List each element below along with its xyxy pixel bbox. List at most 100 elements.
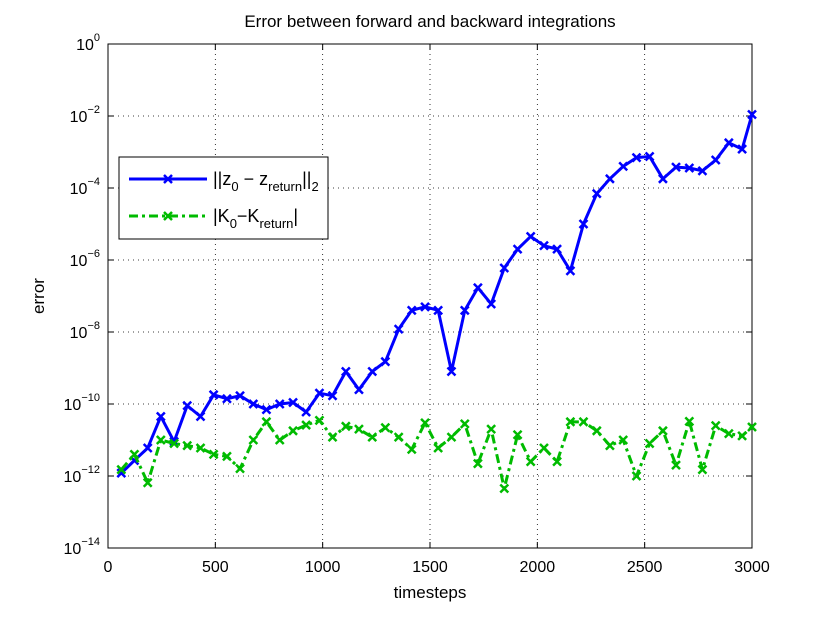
data-point-marker <box>116 464 127 475</box>
y-tick-label: 10−14 <box>64 536 100 558</box>
legend-label-part: return <box>268 179 302 194</box>
y-tick-exponent: −8 <box>87 320 100 332</box>
y-tick-exponent: −10 <box>81 392 100 404</box>
data-point-marker <box>472 458 483 469</box>
y-tick-base: 10 <box>76 37 94 54</box>
series-layer <box>116 109 757 494</box>
data-point-marker <box>697 464 708 475</box>
data-point-marker <box>327 432 338 443</box>
data-point-marker <box>420 417 430 428</box>
y-tick-exponent: −4 <box>87 176 100 188</box>
data-point-marker <box>182 400 193 411</box>
axis-ticks: 0 500 1000 1500 2000 2500 300010010−210−410−61… <box>64 32 770 576</box>
legend-label-part: −K <box>237 206 260 226</box>
data-point-marker <box>367 366 378 377</box>
y-tick-base: 10 <box>70 181 88 198</box>
data-point-marker <box>618 161 629 172</box>
data-point-marker <box>288 397 298 408</box>
data-point-marker <box>354 384 364 395</box>
data-point-marker <box>235 463 245 474</box>
data-point-marker <box>155 435 166 445</box>
legend-label: ||z0 − zreturn||2 <box>213 169 319 194</box>
y-tick-label: 10−2 <box>70 104 100 126</box>
data-point-marker <box>644 438 655 449</box>
data-point-marker <box>631 471 642 481</box>
data-point-marker <box>512 244 523 255</box>
data-point-marker <box>380 356 391 367</box>
x-tick-label: 1500 <box>412 559 448 576</box>
legend-box <box>118 156 329 240</box>
grid <box>108 44 752 548</box>
y-tick-base: 10 <box>70 325 88 342</box>
data-point-marker <box>195 443 206 453</box>
data-point-marker <box>340 421 351 432</box>
legend-label-part: || <box>302 169 311 189</box>
y-tick-base: 10 <box>64 397 82 414</box>
data-point-marker <box>644 151 655 162</box>
data-point-marker <box>723 137 734 148</box>
y-axis-label: error <box>29 278 48 314</box>
x-tick-label: 3000 <box>734 559 770 576</box>
y-tick-label: 10−4 <box>70 176 100 198</box>
data-point-marker <box>314 388 325 399</box>
data-point-marker <box>446 366 457 377</box>
data-point-marker <box>472 282 483 293</box>
y-tick-label: 10−8 <box>70 320 100 342</box>
x-tick-label: 2000 <box>520 559 556 576</box>
data-point-marker <box>222 451 232 462</box>
data-point-marker <box>393 324 404 335</box>
data-point-marker <box>459 419 470 429</box>
y-tick-exponent: −12 <box>81 464 100 476</box>
legend-label-part: ||z <box>213 169 231 189</box>
y-tick-base: 10 <box>70 109 88 126</box>
legend-marker <box>163 174 173 184</box>
data-point-marker <box>208 389 219 400</box>
data-point-marker <box>658 425 668 436</box>
data-point-marker <box>737 144 748 155</box>
data-point-marker <box>142 443 153 453</box>
data-point-marker <box>605 173 615 184</box>
data-point-marker <box>248 399 259 409</box>
legend: ||z0 − zreturn||2 |K0−Kreturn| <box>118 156 329 240</box>
data-point-marker <box>248 435 259 445</box>
y-tick-exponent: −6 <box>87 248 100 260</box>
data-point-marker <box>552 244 562 255</box>
data-point-marker <box>116 468 127 479</box>
data-point-marker <box>737 431 748 441</box>
legend-label-part: return <box>259 216 293 231</box>
data-point-marker <box>618 435 629 445</box>
data-point-marker <box>261 404 272 415</box>
y-tick-label: 10−10 <box>64 392 100 414</box>
data-point-marker <box>195 411 206 422</box>
data-point-marker <box>406 305 417 316</box>
data-point-marker <box>671 162 681 173</box>
data-point-marker <box>539 240 549 251</box>
data-point-marker <box>367 432 378 443</box>
data-point-marker <box>486 299 497 309</box>
data-point-marker <box>301 407 312 417</box>
data-point-marker <box>684 163 695 173</box>
data-point-marker <box>525 456 536 467</box>
data-point-marker <box>671 460 681 471</box>
y-tick-base: 10 <box>64 541 82 558</box>
data-point-marker <box>393 432 404 443</box>
data-point-marker <box>222 393 232 404</box>
data-point-marker <box>539 443 549 453</box>
data-point-marker <box>129 449 140 460</box>
data-point-marker <box>499 263 510 273</box>
data-point-marker <box>420 301 430 312</box>
data-point-marker <box>578 416 589 427</box>
data-point-marker <box>710 420 721 431</box>
data-point-marker <box>747 109 757 120</box>
data-point-marker <box>314 415 325 426</box>
series-0 <box>116 109 757 479</box>
legend-label-part: 0 <box>230 216 237 231</box>
legend-label: |K0−Kreturn| <box>213 206 298 231</box>
data-point-marker <box>710 155 721 165</box>
data-point-marker <box>182 440 193 451</box>
data-point-marker <box>327 390 338 401</box>
data-point-marker <box>697 165 708 176</box>
data-point-marker <box>155 411 166 422</box>
data-point-marker <box>340 366 351 377</box>
data-point-marker <box>591 425 602 436</box>
